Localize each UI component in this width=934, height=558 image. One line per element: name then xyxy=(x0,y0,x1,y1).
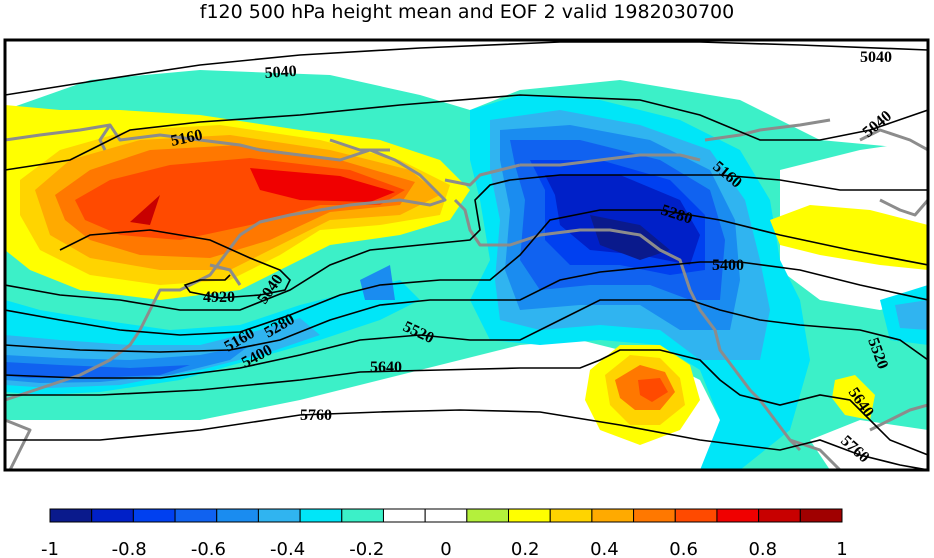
coastlines xyxy=(5,118,928,470)
colorbar-box xyxy=(674,508,718,523)
contour-label-5040: 5040 xyxy=(264,63,297,82)
colorbar-box xyxy=(508,508,551,523)
contour-label-5400: 5400 xyxy=(712,257,744,274)
eof-shading xyxy=(5,40,928,470)
colorbar-box xyxy=(466,508,510,523)
contour-label-5640: 5640 xyxy=(370,359,402,376)
colorbar-tick-label: 0.4 xyxy=(590,539,619,558)
colorbar-box xyxy=(174,508,218,523)
contour-label-5760: 5760 xyxy=(300,407,332,424)
contour-5400 xyxy=(5,261,928,353)
colorbar-box xyxy=(382,508,426,523)
colorbar-box xyxy=(716,508,760,523)
contour-label-4920: 4920 xyxy=(203,289,235,306)
contour-label-5040: 5040 xyxy=(860,49,892,66)
colorbar-ticks: -1 -0.8 -0.6 -0.4 -0.2 0 0.2 0.4 0.6 0.8 1 xyxy=(41,539,848,558)
colorbar-box xyxy=(591,508,635,523)
colorbar-box xyxy=(799,508,843,523)
colorbar-tick-label: 0.2 xyxy=(511,539,540,558)
colorbar-tick-label: 0.8 xyxy=(748,539,777,558)
contour-5640 xyxy=(5,349,928,456)
colorbar-box xyxy=(132,508,176,523)
colorbar-tick-label: -0.4 xyxy=(270,539,305,558)
colorbar-box xyxy=(49,508,93,523)
colorbar-box xyxy=(341,508,384,523)
colorbar-box xyxy=(91,508,134,523)
colorbar-box xyxy=(216,508,259,523)
colorbar-box xyxy=(633,508,676,523)
colorbar-tick-label: 0.6 xyxy=(669,539,698,558)
colorbar-tick-label: -0.6 xyxy=(191,539,226,558)
colorbar-boxes xyxy=(49,508,843,523)
colorbar-box xyxy=(549,508,593,523)
contour-4920 xyxy=(59,229,291,299)
contour-5280 xyxy=(5,209,928,336)
contour-5160-north xyxy=(5,94,928,171)
height-contours xyxy=(5,41,928,470)
contour-5760 xyxy=(5,409,928,470)
colorbar-box xyxy=(257,508,301,523)
colorbar-tick-label: -1 xyxy=(41,539,59,558)
map-title: f120 500 hPa height mean and EOF 2 valid… xyxy=(199,1,735,23)
contour-5040-north xyxy=(5,41,928,96)
colorbar-box xyxy=(299,508,343,523)
colorbar-tick-label: -0.8 xyxy=(112,539,147,558)
colorbar-tick-label: 0 xyxy=(440,539,451,558)
colorbar-box xyxy=(424,508,468,523)
colorbar-box xyxy=(758,508,801,523)
contour-5160-south xyxy=(5,174,928,311)
plot-frame xyxy=(3,38,930,472)
colorbar-tick-label: 1 xyxy=(836,539,847,558)
contour-5520 xyxy=(5,299,928,379)
colorbar-tick-label: -0.2 xyxy=(349,539,384,558)
contour-label-5160: 5160 xyxy=(169,127,204,150)
